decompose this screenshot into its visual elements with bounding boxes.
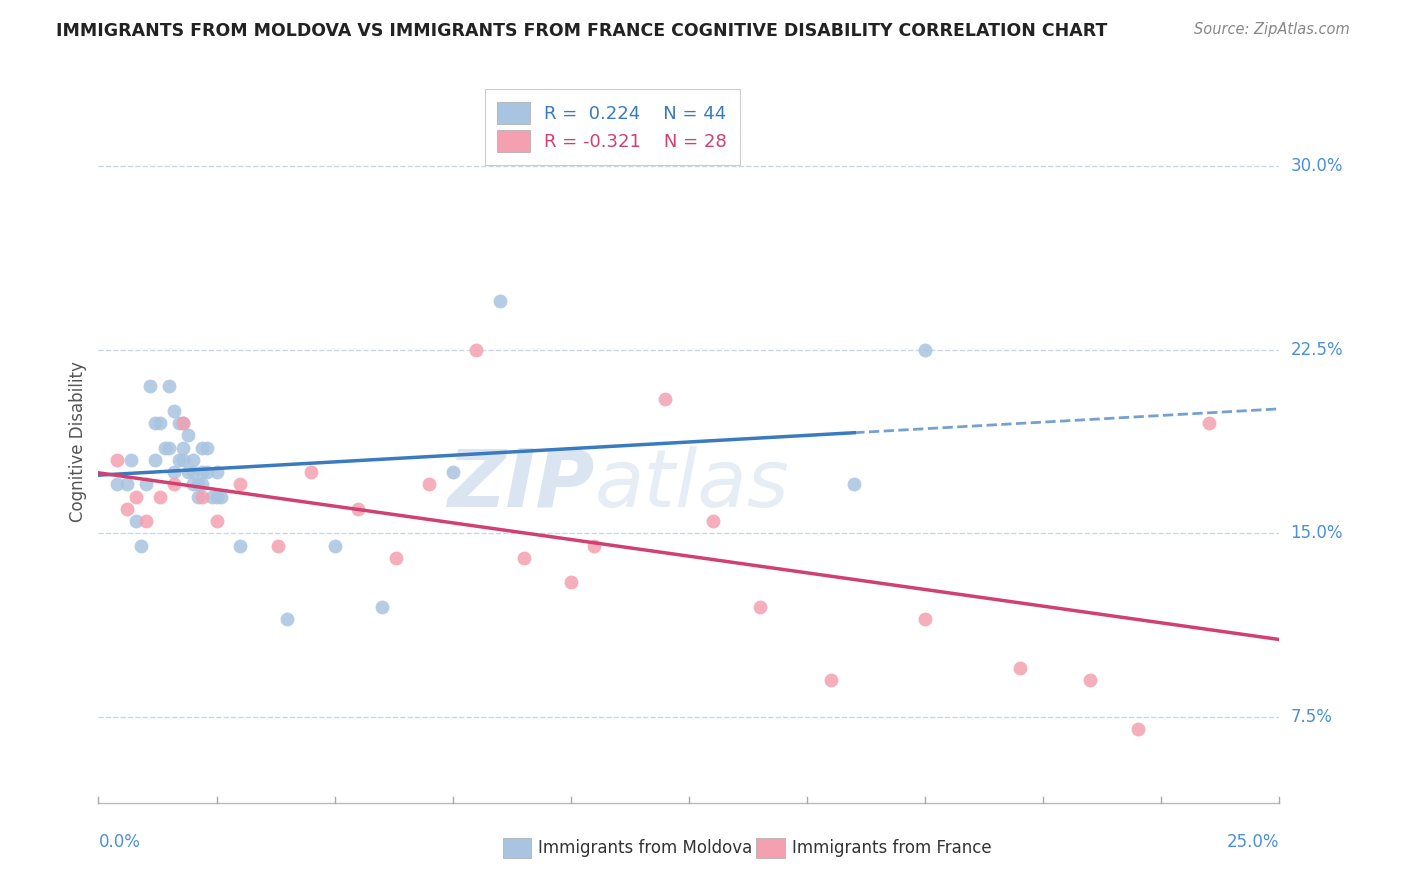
Point: [181, 477, 204, 491]
Point: [163, 465, 186, 479]
Text: Source: ZipAtlas.com: Source: ZipAtlas.com: [1194, 22, 1350, 37]
Point: [1198, 416, 1220, 430]
Point: [465, 343, 488, 357]
Point: [167, 453, 190, 467]
Point: [1080, 673, 1102, 688]
Point: [157, 379, 180, 393]
Point: [177, 428, 200, 442]
Point: [163, 477, 186, 491]
Point: [844, 477, 866, 491]
Point: [172, 453, 194, 467]
Point: [121, 453, 143, 467]
Point: [205, 490, 228, 504]
Text: ZIP: ZIP: [447, 446, 595, 524]
Text: 0.0%: 0.0%: [98, 833, 141, 851]
Point: [105, 453, 128, 467]
Text: 22.5%: 22.5%: [1291, 341, 1343, 359]
Point: [125, 490, 148, 504]
Point: [299, 465, 322, 479]
Point: [583, 539, 606, 553]
Point: [149, 416, 172, 430]
Point: [105, 477, 128, 491]
Point: [163, 404, 186, 418]
Point: [149, 490, 172, 504]
Point: [115, 502, 138, 516]
Legend: R =  0.224    N = 44, R = -0.321    N = 28: R = 0.224 N = 44, R = -0.321 N = 28: [485, 89, 740, 165]
Point: [195, 441, 218, 455]
Point: [191, 477, 214, 491]
Point: [560, 575, 582, 590]
Point: [201, 490, 224, 504]
Y-axis label: Cognitive Disability: Cognitive Disability: [69, 361, 87, 522]
Text: 25.0%: 25.0%: [1227, 833, 1279, 851]
Point: [385, 550, 408, 565]
Point: [181, 453, 204, 467]
Point: [172, 441, 194, 455]
Point: [512, 550, 534, 565]
Point: [1008, 661, 1031, 675]
Point: [139, 379, 162, 393]
Point: [153, 441, 176, 455]
Point: [135, 477, 157, 491]
Point: [914, 612, 936, 626]
Point: [187, 477, 209, 491]
Point: [267, 539, 290, 553]
Point: [125, 514, 148, 528]
Point: [441, 465, 464, 479]
Point: [489, 293, 512, 308]
Point: [371, 599, 394, 614]
Point: [418, 477, 440, 491]
Point: [191, 490, 214, 504]
Point: [143, 453, 166, 467]
Point: [914, 343, 936, 357]
Point: [177, 465, 200, 479]
Point: [167, 416, 190, 430]
Point: [702, 514, 724, 528]
Point: [191, 441, 214, 455]
Point: [135, 514, 157, 528]
Text: 30.0%: 30.0%: [1291, 157, 1343, 175]
Point: [172, 416, 194, 430]
Point: [195, 465, 218, 479]
Point: [129, 539, 152, 553]
Point: [276, 612, 298, 626]
Point: [157, 441, 180, 455]
Point: [181, 465, 204, 479]
Point: [191, 465, 214, 479]
Point: [654, 392, 676, 406]
Text: 7.5%: 7.5%: [1291, 708, 1333, 726]
Point: [323, 539, 346, 553]
Point: [205, 465, 228, 479]
Point: [748, 599, 770, 614]
Text: 15.0%: 15.0%: [1291, 524, 1343, 542]
Point: [172, 416, 194, 430]
Text: atlas: atlas: [595, 446, 789, 524]
Point: [1126, 723, 1149, 737]
Text: Immigrants from France: Immigrants from France: [792, 839, 991, 857]
Point: [229, 477, 252, 491]
Point: [820, 673, 842, 688]
Point: [143, 416, 166, 430]
Point: [187, 490, 209, 504]
Point: [209, 490, 232, 504]
Point: [115, 477, 138, 491]
Text: Immigrants from Moldova: Immigrants from Moldova: [538, 839, 752, 857]
Text: IMMIGRANTS FROM MOLDOVA VS IMMIGRANTS FROM FRANCE COGNITIVE DISABILITY CORRELATI: IMMIGRANTS FROM MOLDOVA VS IMMIGRANTS FR…: [56, 22, 1108, 40]
Point: [347, 502, 370, 516]
Point: [205, 514, 228, 528]
Point: [229, 539, 252, 553]
